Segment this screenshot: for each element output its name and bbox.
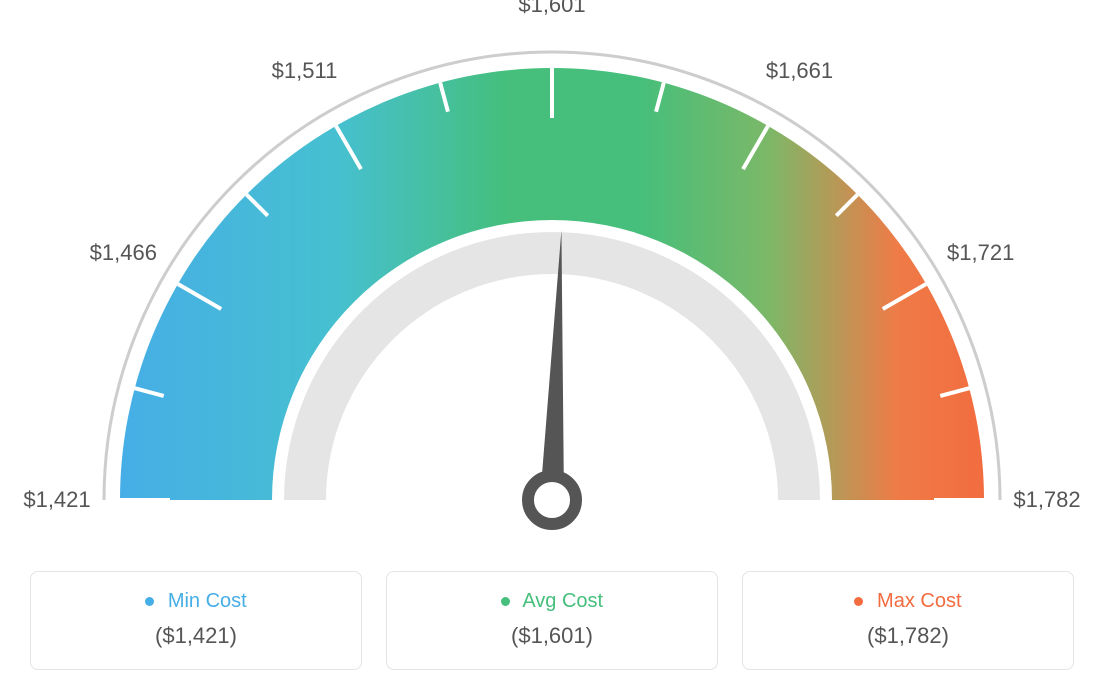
gauge-tick-label: $1,511 [272, 58, 338, 84]
min-cost-value: ($1,421) [55, 623, 337, 649]
gauge-tick-label: $1,601 [518, 0, 585, 18]
min-cost-card: Min Cost ($1,421) [30, 571, 362, 670]
avg-cost-title: Avg Cost [411, 590, 693, 613]
cost-cards: Min Cost ($1,421) Avg Cost ($1,601) Max … [30, 571, 1074, 670]
min-dot-icon [145, 597, 154, 606]
max-cost-title: Max Cost [767, 590, 1049, 613]
avg-dot-icon [501, 597, 510, 606]
max-cost-value: ($1,782) [767, 623, 1049, 649]
max-dot-icon [854, 597, 863, 606]
gauge-tick-label: $1,782 [1013, 487, 1080, 513]
avg-cost-card: Avg Cost ($1,601) [386, 571, 718, 670]
gauge-svg [0, 30, 1104, 560]
max-cost-card: Max Cost ($1,782) [742, 571, 1074, 670]
max-cost-label: Max Cost [877, 590, 961, 612]
min-cost-title: Min Cost [55, 590, 337, 613]
gauge-tick-label: $1,466 [90, 240, 157, 266]
gauge-chart: $1,421$1,466$1,511$1,601$1,661$1,721$1,7… [0, 30, 1104, 560]
avg-cost-value: ($1,601) [411, 623, 693, 649]
min-cost-label: Min Cost [168, 590, 247, 612]
avg-cost-label: Avg Cost [522, 590, 603, 612]
gauge-tick-label: $1,661 [766, 58, 833, 84]
gauge-tick-label: $1,421 [23, 487, 90, 513]
gauge-tick-label: $1,721 [947, 240, 1014, 266]
